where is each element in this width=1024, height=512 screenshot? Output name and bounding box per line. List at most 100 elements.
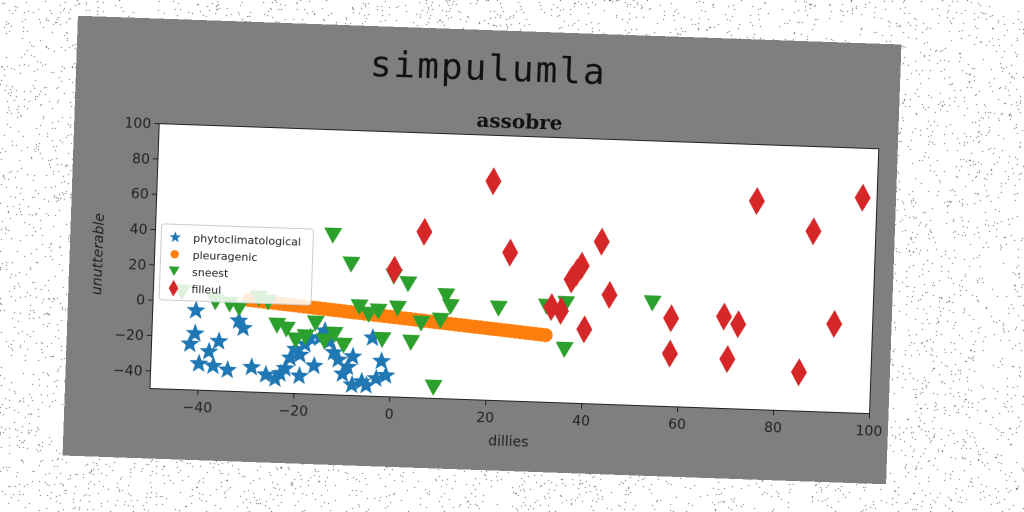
phytoclimatological-point bbox=[218, 359, 238, 379]
sneest-point bbox=[402, 334, 421, 351]
legend-marker-phytoclimatological bbox=[169, 231, 182, 243]
phytoclimatological-point bbox=[256, 364, 276, 384]
filleul-point bbox=[485, 167, 502, 196]
sneest-point bbox=[315, 333, 334, 350]
phytoclimatological-point bbox=[338, 357, 358, 376]
filleul-point bbox=[661, 339, 678, 368]
legend-marker-pleuragenic bbox=[170, 250, 179, 259]
filleul-point bbox=[854, 183, 871, 212]
phytoclimatological-point bbox=[376, 365, 396, 384]
phytoclimatological-point bbox=[286, 339, 306, 358]
filleul-point bbox=[573, 251, 590, 280]
sneest-point bbox=[412, 315, 431, 332]
sneest-point bbox=[369, 303, 388, 320]
filleul-point bbox=[593, 227, 610, 256]
filleul-point bbox=[790, 358, 807, 387]
sneest-point bbox=[437, 288, 456, 305]
phytoclimatological-point bbox=[372, 351, 392, 370]
filleul-point bbox=[663, 304, 680, 333]
legend-box bbox=[158, 223, 315, 306]
sneest-point bbox=[424, 379, 443, 396]
y-axis-label: unutterable bbox=[89, 213, 108, 295]
phytoclimatological-point bbox=[233, 318, 253, 337]
x-tick-label: 80 bbox=[764, 420, 782, 437]
phytoclimatological-point bbox=[189, 353, 209, 372]
phytoclimatological-point bbox=[290, 344, 310, 364]
filleul-point bbox=[552, 296, 569, 325]
phytoclimatological-point bbox=[304, 355, 324, 375]
chart-title: assobre bbox=[476, 108, 563, 135]
filleul-point bbox=[748, 187, 765, 216]
chart-marks bbox=[173, 167, 871, 396]
filleul-point bbox=[719, 345, 736, 374]
filleul-point bbox=[730, 310, 747, 339]
sneest-point bbox=[643, 295, 662, 312]
sneest-point bbox=[399, 276, 418, 293]
phytoclimatological-point bbox=[280, 348, 300, 367]
series-sneest bbox=[173, 227, 662, 396]
phytoclimatological-point bbox=[186, 300, 206, 319]
y-tick-label: 60 bbox=[131, 186, 149, 203]
y-tick-label: 100 bbox=[124, 115, 151, 132]
filleul-point bbox=[543, 293, 560, 322]
sneest-point bbox=[324, 227, 343, 244]
sneest-point bbox=[373, 331, 392, 349]
phytoclimatological-point bbox=[343, 346, 363, 365]
sneest-point bbox=[555, 341, 574, 358]
phytoclimatological-point bbox=[289, 366, 309, 385]
y-tick-label: 40 bbox=[129, 222, 147, 239]
legend-marker-sneest bbox=[168, 266, 180, 277]
x-axis-label: dillies bbox=[488, 433, 529, 450]
phytoclimatological-point bbox=[275, 358, 295, 377]
phytoclimatological-point bbox=[229, 310, 249, 330]
sneest-point bbox=[388, 300, 407, 317]
sneest-point bbox=[350, 299, 369, 316]
sneest-point bbox=[230, 300, 249, 317]
scatter-chart: −40 −20 0 20 40 60 80 100 −40 −20 0 20 40 60 80 100 ass… bbox=[89, 108, 883, 451]
x-tick-label: 60 bbox=[668, 417, 686, 434]
phytoclimatological-point bbox=[328, 349, 348, 369]
filleul-point bbox=[416, 217, 433, 246]
filleul-point bbox=[716, 302, 733, 331]
phytoclimatological-point bbox=[242, 357, 262, 376]
filleul-point bbox=[826, 310, 843, 338]
legend-label: pleuragenic bbox=[192, 249, 257, 264]
sneest-point bbox=[306, 315, 325, 332]
phytoclimatological-point bbox=[342, 374, 362, 394]
x-tick-label: −20 bbox=[278, 403, 308, 420]
chart-axes: −40 −20 0 20 40 60 80 100 −40 −20 0 20 40 60 80 100 bbox=[113, 115, 883, 440]
y-tick-label: 0 bbox=[136, 293, 145, 309]
y-tick-label: −40 bbox=[113, 363, 143, 380]
phytoclimatological-point bbox=[209, 331, 229, 350]
filleul-point bbox=[805, 217, 822, 246]
phytoclimatological-point bbox=[356, 375, 376, 394]
sneest-point bbox=[325, 326, 344, 343]
y-tick-label: −20 bbox=[114, 327, 144, 344]
sneest-point bbox=[441, 298, 460, 316]
legend-label: phytoclimatological bbox=[193, 232, 301, 249]
x-tick-label: 40 bbox=[572, 413, 590, 430]
legend-label: sneest bbox=[192, 266, 229, 280]
phytoclimatological-point bbox=[363, 327, 383, 347]
legend-marker-filleul bbox=[168, 279, 179, 297]
phytoclimatological-point bbox=[324, 342, 344, 361]
x-tick-label: 20 bbox=[476, 410, 494, 427]
x-tick-label: 0 bbox=[384, 407, 393, 423]
sneest-point bbox=[342, 256, 361, 273]
x-tick-label: 100 bbox=[855, 423, 882, 440]
figure-card: simpulumla −40 −20 0 20 40 60 80 100 −40 −20 0 20 40… bbox=[62, 15, 902, 485]
filleul-point bbox=[386, 255, 403, 284]
phytoclimatological-point bbox=[366, 368, 386, 387]
legend-label: filleul bbox=[191, 283, 221, 297]
phytoclimatological-point bbox=[180, 333, 200, 353]
phytoclimatological-point bbox=[199, 341, 219, 360]
y-tick-label: 80 bbox=[132, 151, 150, 168]
sneest-point bbox=[334, 337, 353, 354]
filleul-point bbox=[576, 315, 593, 344]
sneest-point bbox=[277, 321, 296, 338]
pleuragenic-point bbox=[538, 328, 553, 343]
sneest-point bbox=[431, 312, 450, 329]
series-filleul bbox=[386, 167, 871, 387]
x-tick-label: −40 bbox=[182, 400, 212, 417]
